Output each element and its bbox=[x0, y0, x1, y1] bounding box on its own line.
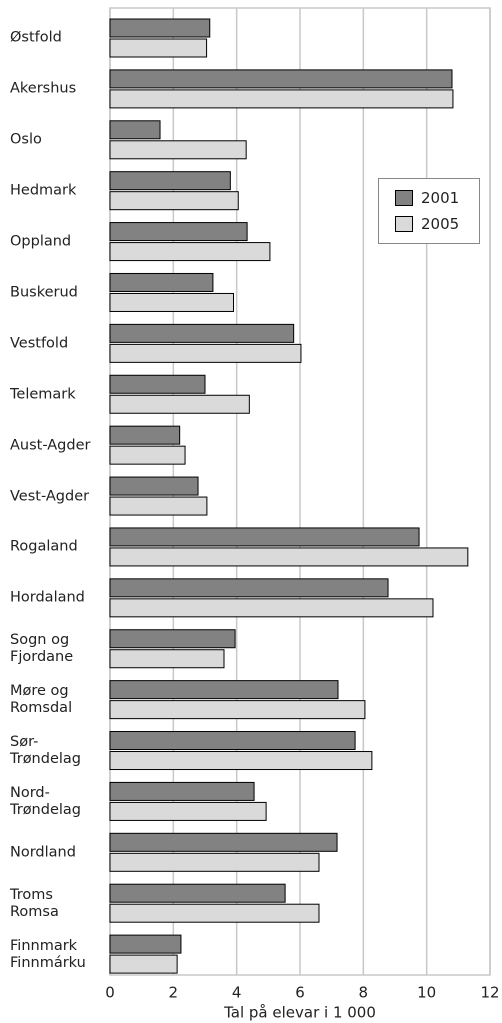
bar bbox=[109, 343, 302, 363]
bar bbox=[109, 700, 366, 720]
bar bbox=[109, 954, 178, 974]
category-label: Troms Romsa bbox=[10, 886, 59, 920]
category-label: Aust-Agder bbox=[10, 437, 91, 454]
bar bbox=[109, 649, 225, 669]
legend-entry: 2005 bbox=[395, 215, 459, 233]
legend-label: 2001 bbox=[421, 189, 460, 207]
bar bbox=[109, 476, 199, 496]
x-tick-label: 6 bbox=[295, 984, 305, 1002]
category-label: Nordland bbox=[10, 844, 76, 861]
category-label: Sogn og Fjordane bbox=[10, 632, 74, 666]
category-label: Oppland bbox=[10, 233, 72, 250]
x-tick-label: 10 bbox=[417, 984, 436, 1002]
category-label: Buskerud bbox=[10, 284, 78, 301]
bar bbox=[109, 425, 181, 445]
bar bbox=[109, 242, 271, 262]
bar bbox=[109, 598, 434, 618]
bar bbox=[109, 445, 186, 465]
category-label: Østfold bbox=[10, 29, 62, 46]
bar bbox=[109, 680, 339, 700]
bar bbox=[109, 801, 267, 821]
bar bbox=[109, 69, 453, 89]
x-tick-label: 2 bbox=[169, 984, 179, 1002]
category-label: Rogaland bbox=[10, 538, 78, 555]
category-label: Oslo bbox=[10, 131, 42, 148]
bar bbox=[109, 629, 236, 649]
bar bbox=[109, 89, 454, 109]
legend-label: 2005 bbox=[421, 215, 460, 233]
bar bbox=[109, 222, 248, 242]
legend-swatch bbox=[395, 190, 413, 206]
x-axis-label: Tal på elevar i 1 000 bbox=[223, 1004, 376, 1022]
category-label: Telemark bbox=[10, 386, 76, 403]
bar bbox=[109, 781, 255, 801]
category-label: Finnmark Finnmárku bbox=[10, 937, 86, 971]
bar bbox=[109, 394, 250, 414]
bar bbox=[109, 547, 469, 567]
category-label: Vest-Agder bbox=[10, 488, 90, 504]
bar bbox=[109, 751, 373, 771]
category-label: Møre og Romsdal bbox=[10, 683, 73, 717]
bar bbox=[109, 496, 208, 516]
legend: 2001 2005 bbox=[378, 178, 480, 244]
legend-swatch bbox=[395, 216, 413, 232]
bar bbox=[109, 883, 286, 903]
bar bbox=[109, 578, 389, 598]
category-label: Nord- Trøndelag bbox=[10, 784, 81, 818]
bar bbox=[109, 527, 420, 547]
category-label: Hordaland bbox=[10, 589, 85, 606]
x-tick-label: 8 bbox=[359, 984, 369, 1002]
bar bbox=[109, 323, 295, 343]
bar bbox=[109, 171, 231, 191]
bar bbox=[109, 731, 356, 751]
bar bbox=[109, 191, 239, 211]
category-label: Hedmark bbox=[10, 182, 77, 199]
bar bbox=[109, 852, 320, 872]
x-tick-label: 4 bbox=[232, 984, 242, 1002]
bar bbox=[109, 120, 161, 140]
bar bbox=[109, 934, 182, 954]
category-label: Akershus bbox=[10, 80, 77, 97]
bar bbox=[109, 18, 211, 38]
bar bbox=[109, 374, 206, 394]
category-label: Vestfold bbox=[10, 335, 69, 352]
category-label: Sør- Trøndelag bbox=[10, 733, 81, 767]
bar bbox=[109, 292, 234, 312]
bar bbox=[109, 140, 247, 160]
bar bbox=[109, 272, 214, 292]
x-tick-label: 12 bbox=[480, 984, 499, 1002]
bar bbox=[109, 38, 208, 58]
bar bbox=[109, 832, 338, 852]
bar bbox=[109, 903, 320, 923]
x-tick-label: 0 bbox=[105, 984, 115, 1002]
legend-entry: 2001 bbox=[395, 189, 459, 207]
